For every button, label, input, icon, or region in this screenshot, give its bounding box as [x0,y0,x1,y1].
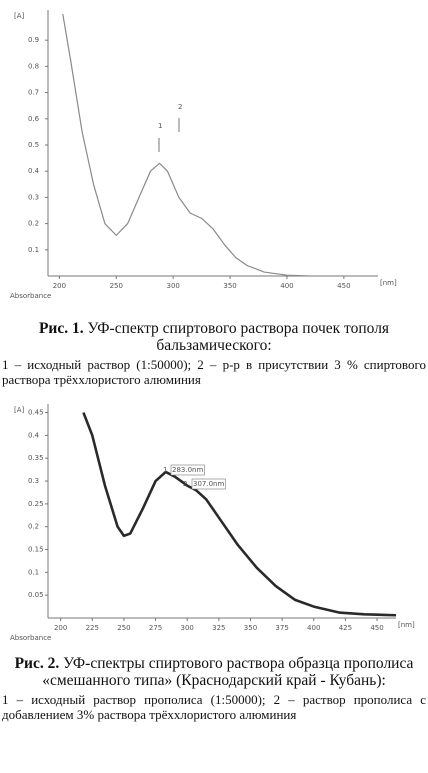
caption: Рис. 2. УФ-спектры спиртового раствора о… [2,655,426,722]
y-tick-label: 0.9 [28,36,39,44]
x-tick-label: 450 [370,624,383,632]
x-tick-label: 400 [280,282,293,290]
y-tick-label: 0.3 [28,477,39,485]
y-tick-label: 0.1 [28,568,39,576]
y-tick-label: 0.3 [28,193,39,201]
x-tick-label: 200 [53,282,66,290]
x-axis-label: [nm] [398,621,415,629]
caption-title: Рис. 2. УФ-спектры спиртового раствора о… [2,655,426,689]
x-tick-label: 375 [275,624,288,632]
y-tick-label: 0.6 [28,115,40,123]
corner-label: Absorbance [10,634,51,642]
annotation: 307.0nm [193,480,224,488]
y-tick-label: 0.1 [28,246,39,254]
x-tick-label: 275 [149,624,162,632]
caption-legend: 1 – исходный раствор (1:50000); 2 – р-р … [2,357,426,387]
annotation: 2 [183,480,187,488]
chart: [A] [nm] Absorbance 0.1 0.2 0.3 0.4 0.5 0.6 0.7 0.… [10,10,397,300]
caption-text: УФ-спектры спиртового раствора образца п… [42,655,414,689]
x-tick-label: 300 [166,282,179,290]
y-axis-label: [A] [14,406,25,414]
y-tick-label: 0.4 [28,431,40,439]
figure-label: Рис. 1. [38,320,84,337]
annotation-box [191,478,226,490]
y-tick-label: 0.45 [28,409,44,417]
annotation: 1 [158,122,162,130]
figure-label: Рис. 2. [14,655,60,672]
corner-label: Absorbance [10,292,51,300]
x-tick-label: 300 [181,624,194,632]
y-tick-label: 0.4 [28,167,40,175]
x-tick-label: 250 [110,282,123,290]
x-tick-label: 200 [54,624,67,632]
annotation: 1 [163,466,167,474]
caption-legend: 1 – исходный раствор прополиса (1:50000)… [2,692,426,722]
chart: [A] [nm] Absorbance 0.05 0.1 0.15 0.2 0.25 0.3 0.… [10,404,415,642]
annotation: 2 [178,103,182,111]
x-tick-label: 450 [337,282,350,290]
annotation: 283.0nm [172,466,203,474]
data-line [82,412,396,617]
x-tick-label: 350 [244,624,257,632]
y-tick-label: 0.2 [28,523,39,531]
y-tick-label: 0.05 [28,591,44,599]
x-tick-label: 250 [117,624,130,632]
y-tick-label: 0.7 [28,89,39,97]
y-tick-label: 0.35 [28,454,44,462]
x-tick-label: 225 [86,624,99,632]
y-tick-label: 0.15 [28,546,44,554]
y-tick-label: 0.8 [28,62,39,70]
caption-title: Рис. 1. УФ-спектр спиртового раствора по… [2,320,426,354]
x-tick-label: 400 [307,624,320,632]
x-tick-label: 425 [339,624,352,632]
data-line [62,14,310,276]
x-tick-label: 325 [212,624,225,632]
caption-text: УФ-спектр спиртового раствора почек топо… [87,320,390,354]
caption: Рис. 1. УФ-спектр спиртового раствора по… [2,320,426,387]
y-tick-label: 0.25 [28,500,44,508]
y-tick-label: 0.5 [28,141,39,149]
x-axis-label: [nm] [380,279,397,287]
x-tick-label: 350 [223,282,236,290]
y-tick-label: 0.2 [28,220,39,228]
annotation-box [170,464,205,476]
y-axis-label: [A] [14,12,25,20]
